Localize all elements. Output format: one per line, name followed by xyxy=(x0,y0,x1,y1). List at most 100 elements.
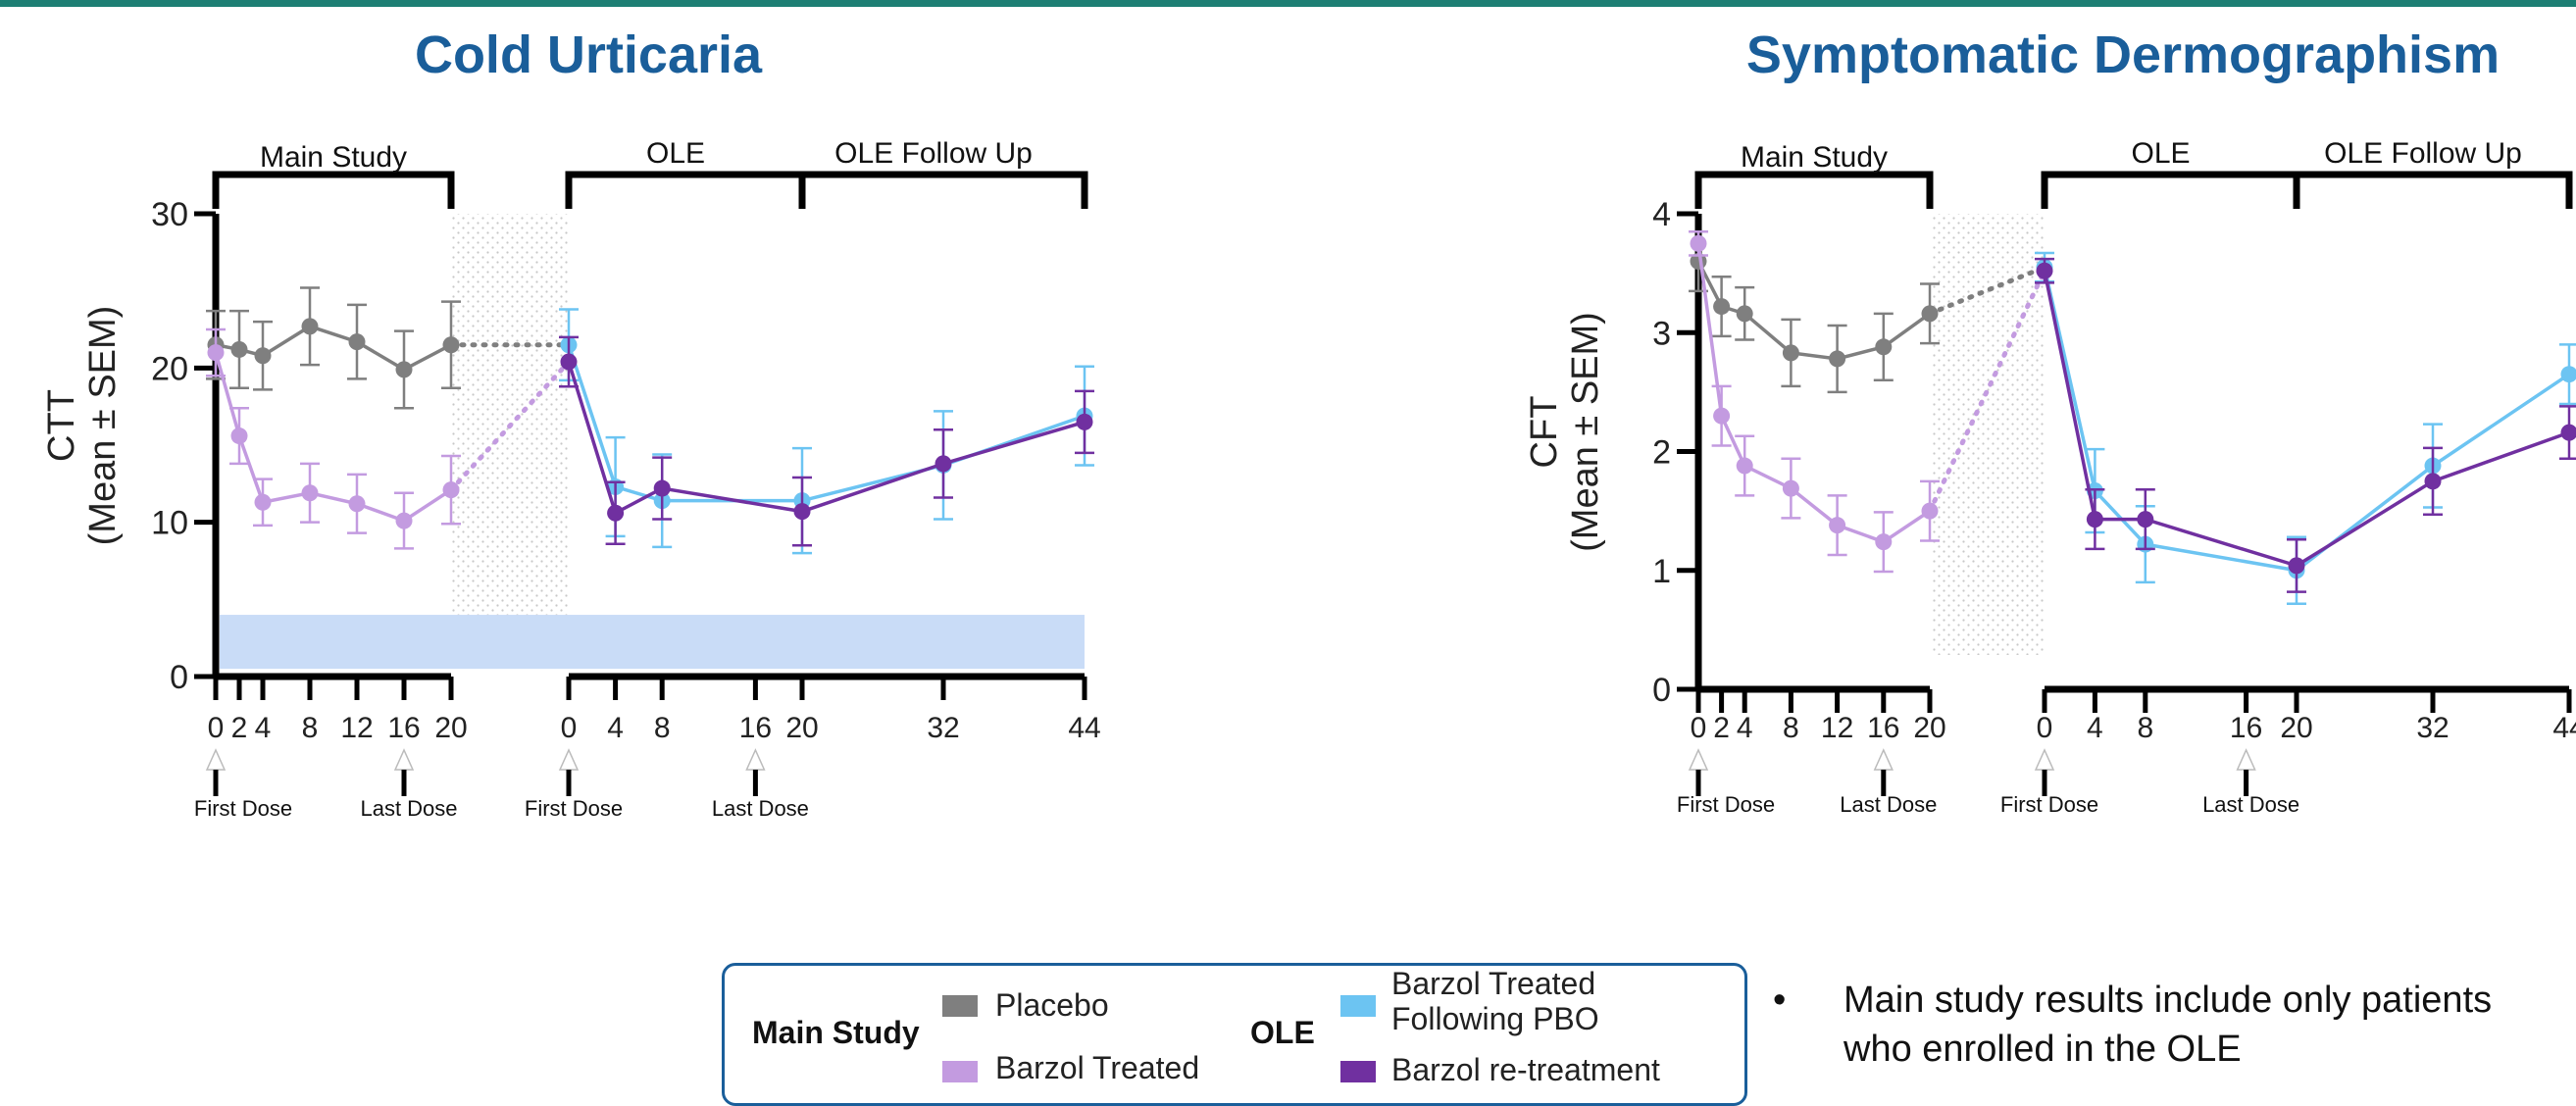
data-point xyxy=(231,427,248,444)
footnote-text: Main study results include only patients… xyxy=(1844,976,2569,1074)
x-tick-label: 2 xyxy=(231,712,248,744)
data-point xyxy=(2137,511,2153,528)
x-tick-label: 12 xyxy=(340,712,373,744)
data-point xyxy=(443,336,460,353)
x-tick-label: 20 xyxy=(785,712,818,744)
y-axis-label-sub: (Mean ± SEM) xyxy=(1565,312,1606,552)
data-point xyxy=(396,361,413,377)
series-line xyxy=(2045,268,2569,571)
dose-arrow-head xyxy=(2036,750,2053,770)
ole-bracket xyxy=(569,175,1085,209)
data-point xyxy=(208,344,225,361)
data-point xyxy=(302,318,319,334)
dose-arrow-head xyxy=(1690,750,1707,770)
data-point xyxy=(1077,414,1093,430)
series-line xyxy=(1698,243,1930,541)
y-axis-label: CTT xyxy=(41,389,82,462)
x-tick-label: 16 xyxy=(2230,712,2262,744)
legend-label-barzol-treated: Barzol Treated xyxy=(995,1050,1199,1085)
data-point xyxy=(1713,408,1730,425)
dose-label: First Dose xyxy=(525,796,623,821)
x-tick-label: 0 xyxy=(561,712,578,744)
y-axis-label-sub: (Mean ± SEM) xyxy=(82,306,124,546)
y-axis-label: CFT xyxy=(1524,396,1565,469)
ole-label: OLE xyxy=(646,137,705,170)
legend-main-study-heading: Main Study xyxy=(752,1015,920,1051)
main-study-label: Main Study xyxy=(260,141,407,174)
data-point xyxy=(935,455,952,472)
x-tick-label: 20 xyxy=(2280,712,2312,744)
legend: Main Study Placebo Barzol Treated OLE Ba… xyxy=(722,963,1747,1106)
series-line xyxy=(216,327,451,370)
x-tick-label: 44 xyxy=(1068,712,1100,744)
data-point xyxy=(2561,425,2576,441)
data-point xyxy=(1875,338,1892,355)
x-tick-label: 44 xyxy=(2552,712,2576,744)
legend-swatch-barzol-treated xyxy=(942,1061,978,1082)
data-point xyxy=(443,481,460,498)
data-point xyxy=(2425,473,2442,489)
legend-label-barzol-following-pbo-line2: Following PBO xyxy=(1391,1001,1599,1036)
data-point xyxy=(1691,235,1707,252)
dose-arrow-head xyxy=(2238,750,2255,770)
x-tick-label: 4 xyxy=(2087,712,2103,744)
x-tick-label: 16 xyxy=(1867,712,1899,744)
legend-swatch-barzol-following-pbo xyxy=(1340,995,1376,1017)
main-study-bracket xyxy=(1698,175,1930,209)
main-study-label: Main Study xyxy=(1741,141,1888,174)
ole-label: OLE xyxy=(2131,137,2190,170)
legend-label-barzol-retreatment: Barzol re-treatment xyxy=(1391,1052,1660,1087)
legend-label-barzol-following-pbo-line1: Barzol Treated xyxy=(1391,966,1595,1001)
data-point xyxy=(255,347,272,364)
data-point xyxy=(231,341,248,358)
washout-hatch xyxy=(1932,214,2045,655)
y-tick-label: 4 xyxy=(1652,196,1671,233)
x-tick-label: 32 xyxy=(927,712,959,744)
x-tick-label: 0 xyxy=(208,712,225,744)
series-line xyxy=(216,353,451,521)
dose-arrow-head xyxy=(1875,750,1893,770)
y-tick-label: 10 xyxy=(151,505,188,542)
x-tick-label: 20 xyxy=(434,712,467,744)
x-tick-label: 8 xyxy=(2137,712,2153,744)
data-point xyxy=(1829,517,1845,533)
data-point xyxy=(1922,503,1939,520)
dose-arrow-head xyxy=(395,750,413,770)
dose-label: First Dose xyxy=(2000,792,2098,817)
data-point xyxy=(302,484,319,501)
x-tick-label: 16 xyxy=(387,712,420,744)
data-point xyxy=(1713,298,1730,315)
data-point xyxy=(349,333,366,350)
x-tick-label: 12 xyxy=(1821,712,1853,744)
x-tick-label: 8 xyxy=(302,712,319,744)
data-point xyxy=(2037,263,2053,279)
y-tick-label: 0 xyxy=(1652,672,1671,709)
data-point xyxy=(1922,305,1939,322)
data-point xyxy=(1783,344,1799,361)
data-point xyxy=(1829,350,1845,367)
series-line xyxy=(569,345,1085,501)
legend-swatch-placebo xyxy=(942,995,978,1017)
x-tick-label: 4 xyxy=(255,712,272,744)
dose-arrow-head xyxy=(746,750,764,770)
data-point xyxy=(607,505,624,522)
x-tick-label: 20 xyxy=(1913,712,1945,744)
dose-label: Last Dose xyxy=(2202,792,2299,817)
legend-label-placebo: Placebo xyxy=(995,987,1109,1023)
series-line xyxy=(569,362,1085,513)
dose-label: Last Dose xyxy=(1840,792,1937,817)
x-tick-label: 0 xyxy=(2037,712,2053,744)
data-point xyxy=(1737,305,1753,322)
dose-arrow-head xyxy=(207,750,225,770)
dose-arrow-head xyxy=(560,750,578,770)
data-point xyxy=(349,495,366,512)
x-tick-label: 4 xyxy=(607,712,624,744)
main-study-bracket xyxy=(216,175,451,209)
x-tick-label: 2 xyxy=(1713,712,1730,744)
ole-follow-up-label: OLE Follow Up xyxy=(834,137,1033,170)
x-tick-label: 0 xyxy=(1691,712,1707,744)
y-tick-label: 1 xyxy=(1652,553,1671,590)
series-line xyxy=(1698,262,1930,359)
